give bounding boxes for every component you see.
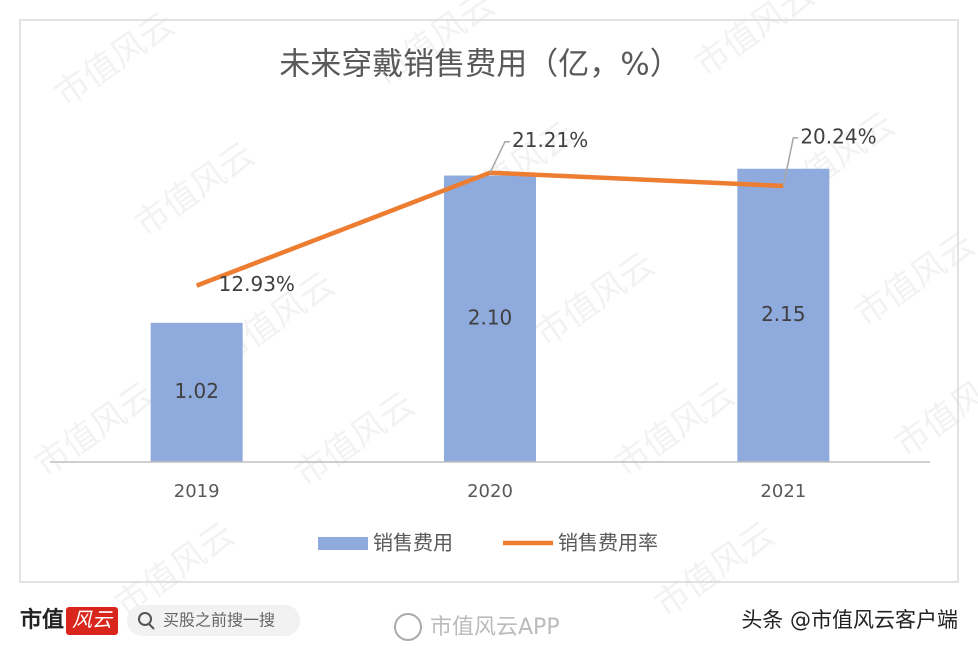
line-label: 12.93%	[219, 272, 295, 296]
bar	[150, 322, 243, 462]
chart-frame	[19, 19, 959, 583]
legend-label: 销售费用率	[558, 531, 658, 555]
line	[195, 170, 784, 288]
leader-line	[782, 137, 799, 187]
legend-label: 销售费用	[373, 531, 453, 555]
source-text: 头条 @市值风云客户端	[741, 608, 958, 632]
legend-swatch	[318, 537, 368, 550]
bar-label: 2.15	[761, 302, 806, 326]
search-icon	[138, 612, 152, 626]
app-text: 市值风云APP	[430, 615, 560, 640]
x-tick-label: 2021	[760, 481, 806, 502]
bar-label: 2.10	[468, 305, 513, 329]
plot: 1.02 2.10 2.15 2019 2020 2021 12.93% 21.21% 20.2…	[50, 124, 930, 555]
x-tick-label: 2020	[467, 481, 513, 502]
bar	[737, 168, 830, 463]
line-label: 20.24%	[800, 124, 876, 148]
search-text: 买股之前搜一搜	[163, 611, 275, 630]
bar	[444, 175, 536, 462]
logo-badge: 风云	[72, 608, 114, 632]
logo: 市值	[20, 607, 64, 633]
search-box[interactable]	[127, 605, 300, 636]
search-icon	[148, 623, 155, 630]
x-tick-label: 2019	[174, 481, 220, 502]
chart-title: 未来穿戴销售费用（亿，%）	[279, 47, 680, 83]
bar-label: 1.02	[174, 379, 219, 403]
logo-badge-bg	[66, 607, 118, 635]
weibo-icon	[394, 613, 422, 641]
leader-line	[489, 140, 510, 174]
line-label: 21.21%	[512, 128, 588, 152]
